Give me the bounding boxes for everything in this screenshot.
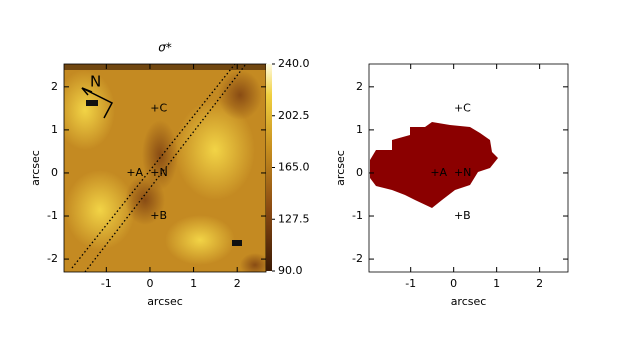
y-tick-label: -1 (352, 209, 363, 222)
y-tick-label: -2 (352, 252, 363, 265)
compass-label: N (90, 73, 101, 91)
plot-frame (368, 63, 569, 273)
colorbar-tick-label: 165.0 (278, 161, 310, 174)
x-tick-label: 2 (234, 277, 241, 290)
mask-region (370, 122, 498, 208)
point-label: +B (150, 209, 167, 222)
point-label: +C (454, 101, 471, 114)
x-axis-label: arcsec (147, 295, 183, 308)
colorbar-tick-label: 202.5 (278, 109, 310, 122)
colorbar-tick-label: 127.5 (278, 212, 310, 225)
point-label: +A (126, 166, 143, 179)
x-tick-label: 0 (146, 277, 153, 290)
x-axis-label: arcsec (451, 295, 487, 308)
y-tick-label: 2 (356, 80, 363, 93)
y-tick-label: 0 (356, 166, 363, 179)
y-tick-label: 2 (51, 80, 58, 93)
chart-title: σ* (158, 41, 172, 55)
colorbar-tick-label: 90.0 (278, 264, 303, 277)
x-tick-label: -1 (405, 277, 416, 290)
point-label: +N (150, 166, 167, 179)
point-label: +B (454, 209, 471, 222)
y-tick-label: -1 (47, 209, 58, 222)
point-label: +C (150, 101, 167, 114)
colorbar (266, 64, 272, 271)
x-tick-label: 1 (190, 277, 197, 290)
point-label: +N (454, 166, 471, 179)
x-tick-label: 0 (450, 277, 457, 290)
y-axis-label: arcsec (334, 150, 347, 186)
sigma-map (64, 64, 266, 272)
point-label: +A (430, 166, 447, 179)
y-tick-label: 0 (51, 166, 58, 179)
y-axis-label: arcsec (29, 150, 42, 186)
y-tick-label: -2 (47, 252, 58, 265)
x-tick-label: -1 (101, 277, 112, 290)
x-tick-label: 1 (493, 277, 500, 290)
y-tick-label: 1 (356, 123, 363, 136)
y-tick-label: 1 (51, 123, 58, 136)
colorbar-tick-label: 240.0 (278, 57, 310, 70)
x-tick-label: 2 (536, 277, 543, 290)
